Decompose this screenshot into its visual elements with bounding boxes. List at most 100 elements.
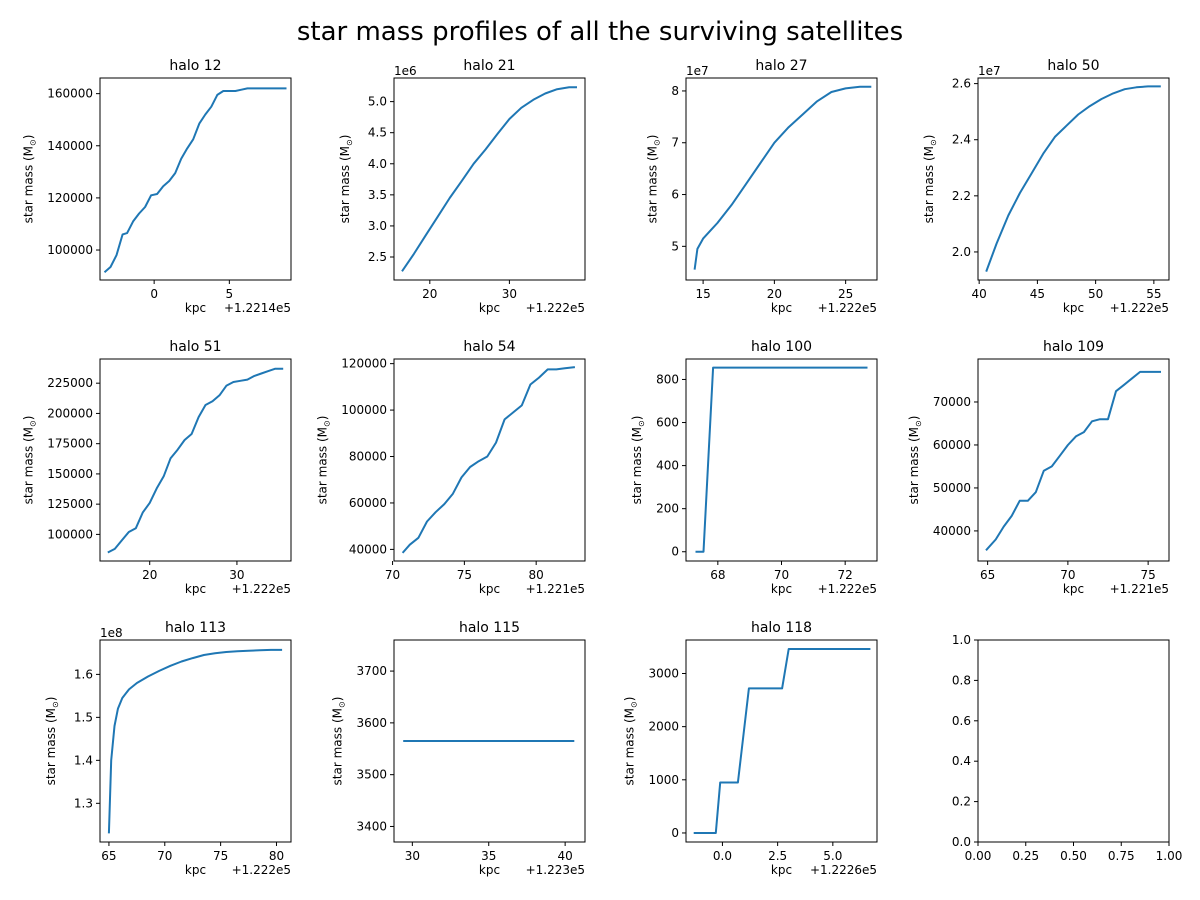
x-offset-label: +1.221e5 [526,582,585,596]
y-axis-label-text: star mass (M [21,146,35,223]
y-tick-label: 0.2 [952,795,971,809]
x-tick-label: 0.00 [965,849,992,863]
y-tick-label: 2000 [648,720,679,734]
x-axis-label: kpc [1063,582,1084,596]
subplot-7: 68 70 72 0 200 400 600 800 halo 100 kpc +1.222e5 st… [630,339,878,596]
x-tick-label: 15 [695,287,710,301]
y-tick-label: 175000 [47,437,93,451]
x-tick-label: 70 [157,849,172,863]
y-tick-label: 8 [671,84,679,98]
x-axis-label: kpc [771,582,792,596]
y-axis-label-text: star mass (M [907,427,921,504]
y-axis-label-text: star mass (M [338,146,352,223]
y-axis-label-close: ) [21,416,35,421]
y-axis-label-subscript: ⊙ [630,701,639,708]
series-line [401,366,576,554]
x-tick-label: 75 [457,568,472,582]
subplot-8: 65 70 75 40000 50000 60000 70000 halo 109 kpc +1.… [907,339,1170,596]
y-axis-label: star mass (M⊙) [338,135,354,224]
y-tick-label: 4.0 [368,157,387,171]
subplot-title: halo 109 [1043,339,1104,355]
y-tick-label: 600 [656,416,679,430]
x-tick-label: 40 [557,849,572,863]
y-tick-label: 140000 [47,139,93,153]
y-axis-label: star mass (M⊙) [922,135,938,224]
y-tick-label: 125000 [47,497,93,511]
x-axis-label: kpc [479,863,500,877]
x-axis-label: kpc [1063,301,1084,315]
y-tick-label: 2.0 [952,245,971,259]
axes-frame [977,639,1170,843]
x-offset-label: +1.222e5 [818,582,877,596]
figure-suptitle: star mass profiles of all the surviving … [297,17,903,47]
x-tick-label: 80 [529,568,544,582]
x-axis-label: kpc [479,582,500,596]
x-tick-label: 0.50 [1060,849,1087,863]
x-tick-label: 65 [101,849,116,863]
y-tick-label: 160000 [47,87,93,101]
y-tick-label: 1.3 [74,796,93,810]
y-axis-label-close: ) [338,135,352,140]
y-tick-label: 2.6 [952,77,971,91]
subplot-title: halo 21 [463,58,515,74]
x-tick-label: 30 [229,568,244,582]
y-axis-label-subscript: ⊙ [652,139,661,146]
y-tick-label: 3400 [356,819,387,833]
subplot-title: halo 54 [463,339,515,355]
y-tick-label: 70000 [933,395,971,409]
x-axis-label: kpc [185,582,206,596]
y-tick-label: 1.0 [952,633,971,647]
x-tick-label: 0 [150,287,158,301]
y-axis-label-close: ) [315,416,329,421]
y-axis-label: star mass (M⊙) [623,697,639,786]
x-tick-label: 70 [1060,568,1075,582]
y-axis-label-subscript: ⊙ [322,420,331,427]
x-tick-label: 0.25 [1012,849,1039,863]
x-tick-label: 0.75 [1108,849,1135,863]
x-tick-label: 75 [213,849,228,863]
x-axis-label: kpc [479,301,500,315]
y-axis-label: star mass (M⊙) [44,697,60,786]
x-tick-label: 0.0 [713,849,732,863]
axes-frame [99,358,292,562]
y-axis-label-text: star mass (M [315,427,329,504]
subplot-title: halo 113 [165,620,226,636]
x-tick-label: 50 [1088,287,1103,301]
subplot-5: 20 30 100000 125000 150000 175000 200000 225000… [21,339,292,596]
x-tick-label: 65 [980,568,995,582]
y-tick-label: 0.8 [952,673,971,687]
y-axis-label-subscript: ⊙ [51,701,60,708]
axes-frame [977,77,1170,281]
x-tick-label: 30 [405,849,420,863]
x-offset-label: +1.2226e5 [810,863,877,877]
y-tick-label: 60000 [349,496,387,510]
y-axis-label-close: ) [331,697,345,702]
y-tick-label: 5 [671,239,679,253]
subplot-title: halo 12 [169,58,221,74]
y-axis-label-text: star mass (M [21,427,35,504]
subplot-1: 0 5 100000 120000 140000 160000 halo 12 kpc +1.2… [21,58,292,315]
y-tick-label: 1000 [648,773,679,787]
y-tick-label: 1.5 [74,710,93,724]
y-tick-label: 120000 [341,357,387,371]
y-tick-label: 7 [671,136,679,150]
x-axis-label: kpc [771,863,792,877]
y-axis-label: star mass (M⊙) [21,135,37,224]
subplot-title: halo 115 [459,620,520,636]
subplot-title: halo 27 [755,58,807,74]
x-tick-label: 25 [838,287,853,301]
series-line [401,86,577,272]
x-tick-label: 1.00 [1156,849,1183,863]
y-tick-label: 100000 [47,243,93,257]
y-axis-label-close: ) [623,697,637,702]
series-line [985,85,1161,272]
x-offset-label: +1.221e5 [1110,582,1169,596]
x-tick-label: 80 [269,849,284,863]
subplot-title: halo 118 [751,620,812,636]
x-tick-label: 68 [710,568,725,582]
y-axis-label: star mass (M⊙) [907,416,923,505]
x-axis-label: kpc [771,301,792,315]
series-line [985,370,1161,551]
subplot-10: 30 35 40 3400 3500 3600 3700 halo 115 kpc +1.223e… [331,620,586,877]
y-axis-label-close: ) [44,697,58,702]
